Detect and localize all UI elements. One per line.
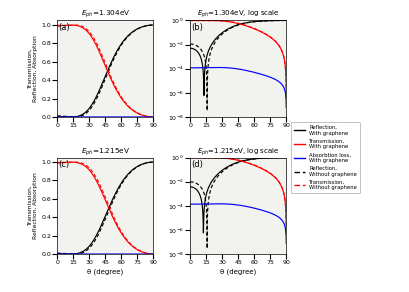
Title: $E_{ph}$=1.304eV: $E_{ph}$=1.304eV [81, 9, 130, 20]
Title: $E_{ph}$=1.304eV, log scale: $E_{ph}$=1.304eV, log scale [197, 9, 280, 20]
Y-axis label: Transmission,
Reflection, Absorption: Transmission, Reflection, Absorption [27, 172, 38, 239]
X-axis label: θ (degree): θ (degree) [220, 268, 256, 274]
Text: (c): (c) [58, 160, 70, 169]
Text: (d): (d) [191, 160, 203, 169]
X-axis label: θ (degree): θ (degree) [87, 268, 124, 274]
Legend: Reflection,
With graphene, Transmission,
With graphene, Absorbtion loss,
With gr: Reflection, With graphene, Transmission,… [291, 122, 360, 193]
Text: (a): (a) [58, 23, 70, 32]
Title: $E_{ph}$=1.215eV, log scale: $E_{ph}$=1.215eV, log scale [197, 146, 279, 157]
Text: (b): (b) [191, 23, 203, 32]
Y-axis label: Transmission,
Reflection, Absorption: Transmission, Reflection, Absorption [27, 35, 38, 102]
Title: $E_{ph}$=1.215eV: $E_{ph}$=1.215eV [81, 146, 130, 157]
